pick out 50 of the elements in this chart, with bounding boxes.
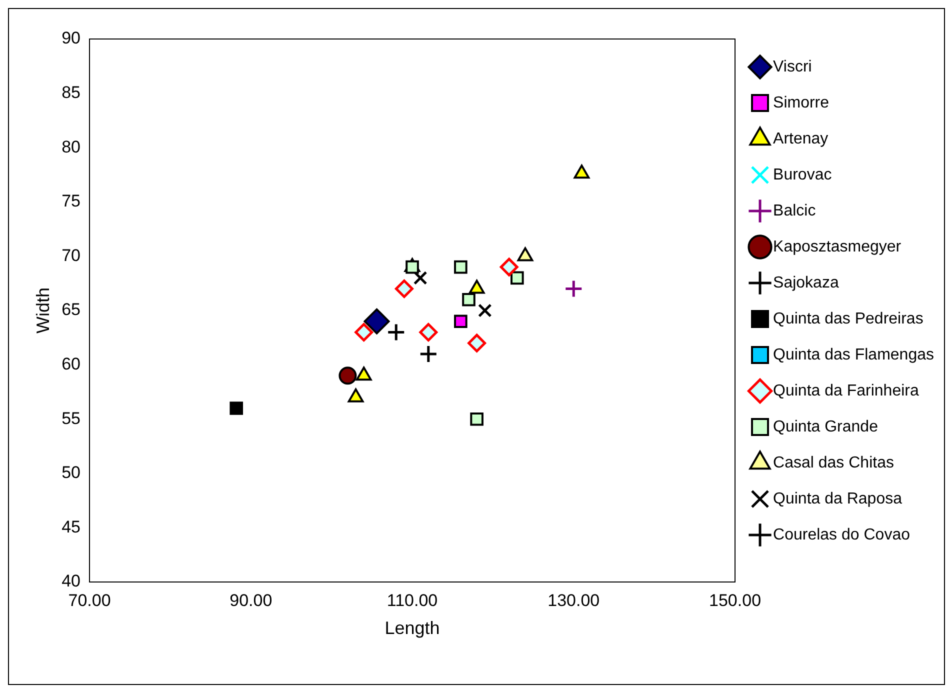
legend-label: Sajokaza bbox=[773, 274, 839, 292]
point bbox=[230, 402, 244, 415]
legend-label: Viscri bbox=[773, 58, 812, 76]
x-tick-label: 110.00 bbox=[386, 590, 438, 610]
point bbox=[386, 322, 406, 342]
legend-label: Quinta Grande bbox=[773, 418, 878, 436]
y-tick-label: 75 bbox=[62, 192, 81, 211]
legend-label: Simorre bbox=[773, 94, 830, 112]
point bbox=[500, 258, 518, 276]
legend-label: Kaposztasmegyer bbox=[773, 238, 902, 256]
y-tick-label: 85 bbox=[62, 82, 81, 102]
y-tick-label: 45 bbox=[62, 517, 81, 536]
legend-label: Quinta da Farinheira bbox=[773, 382, 919, 400]
x-tick-label: 70.00 bbox=[68, 590, 111, 610]
legend-label: Quinta da Raposa bbox=[773, 490, 902, 508]
legend-label: Courelas do Covao bbox=[773, 526, 910, 544]
legend-label: Casal das Chitas bbox=[773, 454, 894, 472]
y-tick-label: 80 bbox=[62, 137, 81, 156]
point bbox=[470, 412, 484, 426]
point bbox=[419, 344, 438, 364]
y-tick-label: 90 bbox=[62, 28, 81, 48]
y-tick-label: 60 bbox=[62, 354, 81, 374]
point bbox=[462, 292, 476, 306]
point bbox=[564, 280, 583, 298]
legend-label: Balcic bbox=[773, 202, 816, 220]
point bbox=[510, 271, 524, 285]
legend-label: Artenay bbox=[773, 130, 828, 148]
point bbox=[454, 314, 468, 328]
point bbox=[419, 322, 438, 342]
point bbox=[413, 271, 428, 285]
y-tick-label: 50 bbox=[62, 463, 81, 482]
legend-label: Quinta das Flamengas bbox=[773, 346, 934, 364]
y-tick-label: 40 bbox=[62, 572, 81, 591]
point bbox=[338, 366, 357, 385]
point bbox=[364, 308, 390, 334]
y-tick-label: 65 bbox=[62, 300, 81, 320]
point bbox=[454, 260, 468, 274]
legend-label: Burovac bbox=[773, 166, 832, 184]
y-tick-label: 55 bbox=[62, 408, 81, 428]
point bbox=[394, 280, 414, 298]
y-axis-title: Width bbox=[32, 287, 53, 334]
point bbox=[478, 304, 492, 318]
x-axis-title: Length bbox=[384, 618, 440, 638]
y-tick-label: 70 bbox=[62, 246, 81, 265]
x-tick-label: 130.00 bbox=[548, 590, 600, 610]
legend-label: Quinta das Pedreiras bbox=[773, 310, 924, 328]
x-tick-label: 90.00 bbox=[230, 590, 272, 610]
point bbox=[354, 322, 374, 342]
x-tick-label: 150.00 bbox=[709, 590, 762, 610]
point bbox=[468, 334, 486, 352]
